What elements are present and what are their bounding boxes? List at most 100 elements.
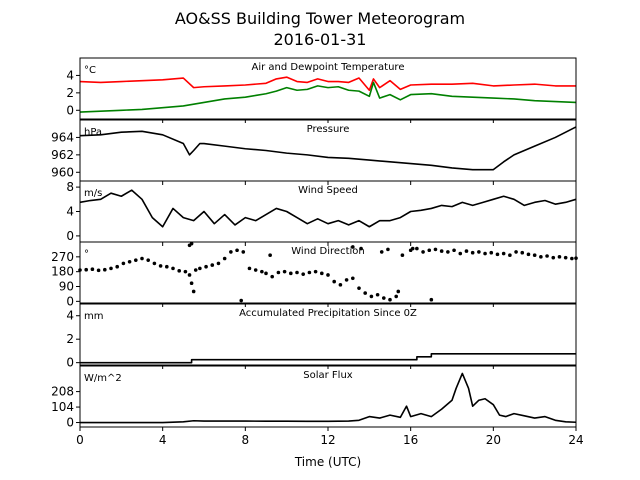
y-tick-label: 0 <box>66 416 74 430</box>
data-point <box>446 250 450 254</box>
data-point <box>301 272 306 276</box>
data-point <box>229 250 233 254</box>
data-point <box>204 264 208 269</box>
data-point <box>210 263 215 267</box>
data-point <box>282 269 287 274</box>
data-point <box>191 289 196 294</box>
data-point <box>187 273 192 277</box>
unit-label: °C <box>84 65 96 76</box>
data-point <box>338 283 343 287</box>
y-tick-label: 4 <box>66 309 74 323</box>
data-point <box>369 294 374 299</box>
data-point <box>134 258 138 262</box>
panel-4: 0 2 4 Accumulated Precipitation Since 0Z mm <box>66 303 577 370</box>
panel-title: Solar Flux <box>303 370 353 381</box>
y-tick-label: 0 <box>66 294 74 308</box>
data-point <box>307 270 312 275</box>
data-point <box>410 246 415 251</box>
x-tick-label: 8 <box>242 433 250 447</box>
y-tick-label: 2 <box>66 332 74 346</box>
series-line-0 <box>79 76 576 92</box>
data-point <box>495 252 500 257</box>
data-point <box>165 264 169 269</box>
y-tick-label: 270 <box>51 250 74 264</box>
data-point <box>359 246 363 251</box>
data-point <box>84 267 88 272</box>
data-point <box>551 255 556 260</box>
y-tick-label: 962 <box>51 148 74 162</box>
data-point <box>388 297 392 302</box>
data-point <box>289 271 293 276</box>
y-tick-label: 104 <box>51 400 74 414</box>
data-point <box>198 266 202 271</box>
data-point <box>464 249 469 253</box>
unit-label: hPa <box>84 127 102 138</box>
figure-title-line2: 2016-01-31 <box>274 30 367 49</box>
data-point <box>295 270 299 275</box>
data-point <box>235 248 239 253</box>
data-point <box>109 266 113 271</box>
data-point <box>268 253 272 257</box>
series-line-0 <box>80 353 576 364</box>
y-tick-label: 960 <box>51 165 74 179</box>
data-point <box>386 247 390 252</box>
data-point <box>103 267 107 272</box>
data-point <box>557 255 562 259</box>
y-tick-label: 90 <box>59 280 74 294</box>
data-point <box>171 266 175 271</box>
data-point <box>357 286 361 290</box>
data-point <box>313 269 318 274</box>
data-point <box>532 253 537 257</box>
x-axis: 0 4 8 12 16 20 24 <box>76 433 583 447</box>
data-point <box>396 289 401 294</box>
y-tick-label: 0 <box>66 103 74 117</box>
series-line-0 <box>80 372 577 424</box>
panels-group: 0 2 4 Air and Dewpoint Temperature °C 960 962 9… <box>51 57 578 431</box>
data-point <box>152 261 157 266</box>
x-tick-label: 20 <box>486 433 501 447</box>
data-point <box>90 267 95 272</box>
data-point <box>539 255 543 259</box>
data-point <box>158 264 163 268</box>
data-point <box>545 254 549 258</box>
data-point <box>382 296 386 300</box>
x-tick-label: 12 <box>320 433 335 447</box>
data-point <box>439 249 444 253</box>
data-point <box>216 261 221 266</box>
data-point <box>415 246 419 251</box>
unit-label: mm <box>84 311 103 322</box>
data-point <box>193 268 198 272</box>
data-point <box>489 250 494 255</box>
data-point <box>394 294 399 299</box>
data-point <box>375 292 380 297</box>
data-point <box>400 253 405 257</box>
panel-title: Wind Direction <box>291 246 365 257</box>
x-tick-label: 16 <box>403 433 418 447</box>
data-point <box>344 278 349 282</box>
data-point <box>239 298 243 303</box>
data-point <box>115 264 119 269</box>
data-point <box>96 268 101 273</box>
data-point <box>332 279 337 284</box>
data-point <box>363 291 368 295</box>
panel-title: Wind Speed <box>298 185 358 196</box>
panel-1: 960 962 964 Pressure hPa <box>51 119 577 185</box>
x-tick-label: 4 <box>159 433 167 447</box>
data-point <box>458 251 463 256</box>
data-point <box>276 270 281 275</box>
data-point <box>326 273 330 277</box>
data-point <box>247 266 252 271</box>
data-point <box>264 271 268 276</box>
data-point <box>189 281 194 286</box>
data-point <box>121 261 126 266</box>
unit-label: W/m^2 <box>84 373 122 384</box>
data-point <box>241 250 246 254</box>
data-point <box>127 259 132 264</box>
data-point <box>429 297 434 302</box>
panel-title: Air and Dewpoint Temperature <box>252 62 405 73</box>
data-point <box>477 250 481 254</box>
unit-label: m/s <box>84 188 102 199</box>
